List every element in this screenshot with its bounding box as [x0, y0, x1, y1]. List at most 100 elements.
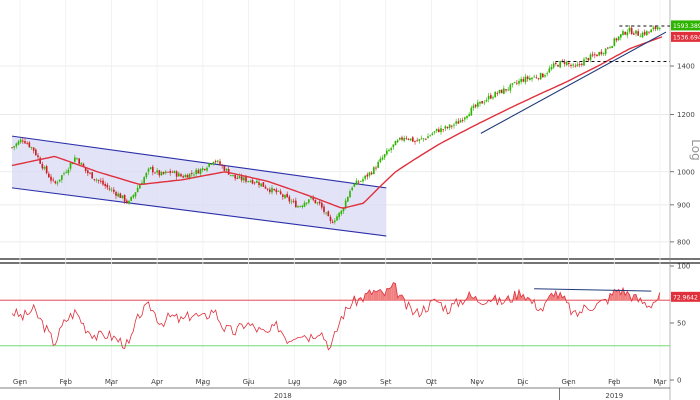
candle-body: [630, 27, 633, 35]
rsi-overbought-fill: [562, 296, 565, 301]
candle-body: [323, 206, 325, 213]
candle-body: [22, 140, 24, 142]
candle-body: [167, 171, 169, 173]
candle-body: [145, 172, 148, 178]
rsi-overbought-fill: [371, 290, 374, 301]
price-tick-label: 800: [677, 238, 690, 246]
candle-body: [520, 78, 522, 82]
candle-body: [249, 181, 252, 183]
candle-body: [435, 128, 438, 132]
candle-body: [479, 101, 481, 104]
candle-body: [650, 29, 652, 33]
candle-body: [221, 165, 223, 167]
price-channel: [11, 135, 387, 237]
rsi-overbought-fill: [386, 288, 389, 301]
candle-body: [386, 150, 388, 155]
candle-body: [368, 172, 371, 176]
candle-body: [266, 188, 269, 190]
candle-body: [457, 121, 460, 124]
candle-body: [646, 31, 648, 36]
candle-body: [141, 182, 143, 184]
candle-body: [401, 137, 403, 140]
candle-body: [635, 30, 637, 34]
candle-body: [128, 200, 130, 204]
candle-body: [178, 173, 180, 177]
candle-body: [594, 54, 596, 56]
candle-body: [513, 82, 516, 84]
candle-body: [444, 126, 447, 129]
candle-body: [158, 170, 161, 176]
candle-body: [117, 193, 119, 197]
candle-body: [353, 183, 356, 187]
price-tick-label: 1000: [677, 168, 695, 176]
rsi-overbought-fill: [382, 292, 385, 301]
candle-body: [136, 187, 139, 193]
month-label: Ago: [333, 378, 347, 386]
candle-body: [162, 171, 165, 174]
candle-body: [286, 193, 288, 198]
candle-body: [212, 161, 215, 165]
candle-body: [440, 128, 442, 133]
candle-body: [559, 61, 561, 68]
candle-body: [11, 147, 13, 149]
candle-body: [217, 160, 219, 162]
candle-body: [95, 179, 98, 181]
candle-body: [602, 53, 605, 55]
channel-fill: [12, 136, 387, 237]
candle-body: [277, 190, 280, 192]
rsi-tick-label: 100: [677, 263, 690, 271]
rsi-overbought-fill: [620, 288, 623, 301]
candle-body: [585, 57, 587, 59]
candle-body: [394, 141, 397, 146]
candle-body: [552, 63, 555, 68]
candle-body: [637, 31, 639, 36]
candle-body: [639, 36, 642, 38]
candle-body: [41, 163, 44, 169]
rsi-tick-label: 0: [677, 377, 681, 385]
candle-body: [186, 175, 189, 178]
candle-body: [550, 66, 553, 70]
price-tick-label: 900: [677, 201, 690, 209]
candle-body: [340, 210, 343, 214]
candle-body: [379, 158, 382, 162]
candle-body: [485, 99, 488, 102]
candle-body: [500, 89, 503, 94]
candle-body: [342, 208, 345, 212]
rsi-overbought-fill: [393, 282, 396, 301]
candle-body: [546, 73, 548, 75]
candle-body: [240, 176, 243, 181]
candle-body: [106, 184, 109, 188]
rsi-overbought-fill: [534, 299, 537, 301]
rsi-overbought-fill: [376, 290, 379, 301]
candle-body: [182, 176, 184, 178]
candle-body: [375, 167, 377, 169]
candle-body: [496, 93, 499, 95]
candle-body: [461, 119, 464, 121]
candle-body: [290, 201, 293, 203]
rsi-overbought-fill: [618, 289, 621, 301]
candle-body: [327, 211, 330, 217]
candle-body: [110, 189, 113, 191]
candle-body: [396, 140, 399, 143]
candle-body: [405, 137, 408, 139]
candle-body: [197, 170, 200, 174]
candle-body: [383, 154, 386, 158]
candle-body: [652, 27, 655, 30]
candle-body: [180, 174, 182, 177]
candle-body: [377, 161, 379, 168]
candle-body: [28, 142, 31, 148]
candle-body: [620, 34, 622, 38]
candle-body: [518, 80, 520, 84]
candle-body: [360, 181, 362, 182]
candle-body: [87, 170, 89, 174]
candle-body: [279, 191, 282, 194]
rsi-tick-label: 50: [677, 320, 686, 328]
candle-body: [596, 54, 598, 57]
candle-body: [74, 157, 76, 162]
candle-body: [570, 64, 572, 66]
candle-body: [171, 171, 174, 173]
candle-body: [470, 107, 473, 116]
candle-body: [626, 32, 629, 36]
candle-body: [420, 138, 423, 140]
